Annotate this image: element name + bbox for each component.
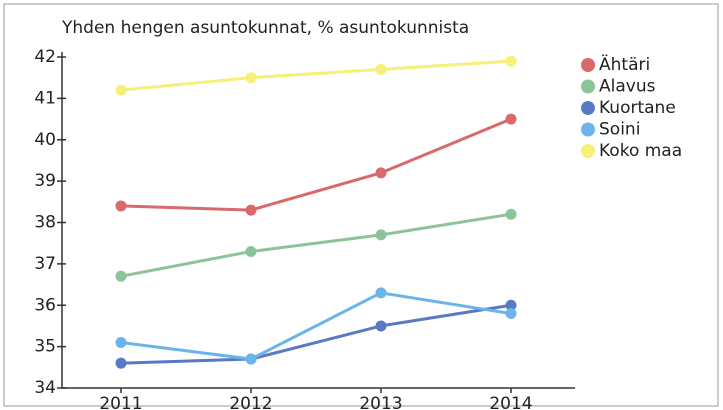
series-line [120,212,512,278]
y-tick-label: 38 [34,213,56,233]
series-line [120,291,512,361]
point [505,113,517,125]
y-tick-label: 39 [34,171,56,191]
point [375,320,387,332]
frame [3,3,719,407]
legend-label: Ähtäri [599,54,650,75]
x-tick-label: 2014 [489,394,532,410]
point [115,84,127,96]
legend-label: Soini [599,120,640,140]
point [115,270,127,282]
y-tick-label: 41 [34,88,56,108]
legend-label: Alavus [599,77,656,97]
series-line [120,117,512,212]
point [245,204,257,216]
point [245,245,257,257]
x-tick-label: 2012 [229,394,272,410]
point [115,336,127,348]
point [115,200,127,212]
point [245,72,257,84]
point [375,167,387,179]
chart-title: Yhden hengen asuntokunnat, % asuntokunni… [61,18,469,38]
y-tick-label: 42 [34,47,56,67]
legend-marker [581,101,595,115]
point [505,308,517,320]
y-tick-label: 36 [34,295,56,315]
point [115,357,127,369]
point [375,229,387,241]
point [505,55,517,67]
legend-marker [581,144,595,158]
point [375,287,387,299]
x-tick-label: 2011 [99,394,142,410]
point [375,63,387,75]
y-tick-label: 34 [34,378,56,398]
y-tick-label: 40 [34,130,56,150]
point [245,353,257,365]
series-line [120,59,512,92]
point [505,299,517,311]
legend-marker [581,58,595,72]
point [505,208,517,220]
legend-label: Kuortane [599,98,676,118]
legend-marker [581,79,595,94]
series-line [120,303,512,365]
y-tick-label: 37 [34,254,56,274]
y-tick-label: 35 [34,337,56,357]
x-tick-label: 2013 [359,394,402,410]
legend-label: Koko maa [599,141,682,161]
legend-marker [581,122,595,137]
